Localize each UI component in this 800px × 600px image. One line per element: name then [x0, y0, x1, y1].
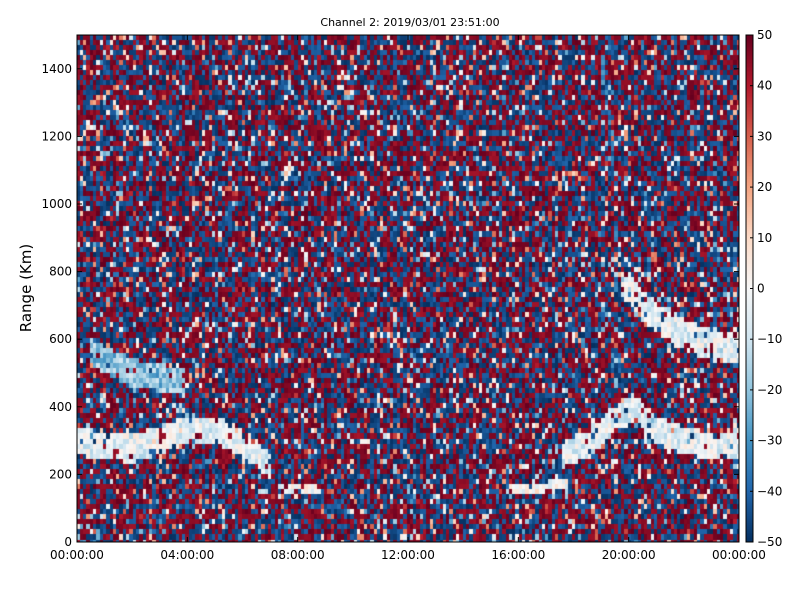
heatmap-image: [77, 35, 739, 542]
x-tick-label: 16:00:00: [491, 548, 545, 562]
y-tick-label: 800: [49, 265, 72, 279]
x-tick-label: 00:00:00: [50, 548, 104, 562]
colorbar-tick-label: −10: [757, 332, 782, 346]
y-axis-label: Range (Km): [17, 244, 35, 332]
plot-area: [76, 34, 740, 543]
x-tick-label: 12:00:00: [381, 548, 435, 562]
colorbar-tick-label: 0: [757, 282, 765, 296]
x-tick-label: 20:00:00: [602, 548, 656, 562]
x-tick-label: 00:00:00: [712, 548, 766, 562]
colorbar-tick-label: 40: [757, 79, 772, 93]
x-tick-label: 04:00:00: [160, 548, 214, 562]
colorbar-tick-label: 50: [757, 28, 772, 42]
colorbar-tick-label: −30: [757, 434, 782, 448]
colorbar-tick-label: 20: [757, 180, 772, 194]
y-tick-label: 1400: [41, 62, 72, 76]
y-tick-label: 600: [49, 332, 72, 346]
colorbar-tick-label: 10: [757, 231, 772, 245]
chart-title: Channel 2: 2019/03/01 23:51:00: [320, 16, 499, 29]
y-tick-label: 400: [49, 400, 72, 414]
y-tick-label: 1200: [41, 129, 72, 143]
colorbar-tick-label: 30: [757, 129, 772, 143]
colorbar-tick-label: −40: [757, 484, 782, 498]
colorbar-axis: 50 40 30 20 10 0 −10 −20 −30 −40 −50: [750, 28, 782, 549]
colorbar-tick-label: −20: [757, 383, 782, 397]
y-axis: 0 200 400 600 800 1000 1200 1400: [41, 62, 739, 549]
y-tick-label: 200: [49, 467, 72, 481]
y-tick-label: 1000: [41, 197, 72, 211]
x-axis: 00:00:00 04:00:00 08:00:00 12:00:00 16:00:00…: [50, 35, 766, 562]
x-tick-label: 08:00:00: [271, 548, 325, 562]
colorbar-tick-label: −50: [757, 535, 782, 549]
y-tick-label: 0: [64, 535, 72, 549]
colorbar-gradient: [746, 35, 753, 542]
